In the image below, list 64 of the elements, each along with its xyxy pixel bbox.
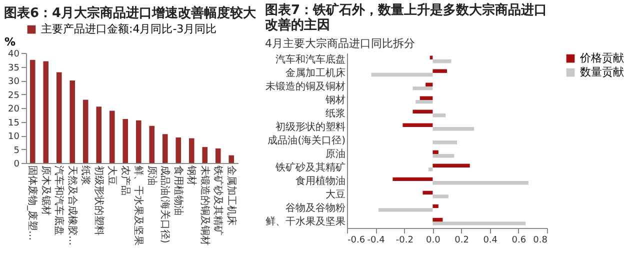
x-tick-label: 0.8 [533, 236, 548, 246]
x-tick-label: -0.6 [348, 236, 366, 246]
chart-subtitle: 4月主要大宗商品进口同比拆分 [265, 37, 415, 50]
x-tick-label: 鲜、干水果及坚果 [132, 166, 145, 246]
y-tick-label: 金属加工机床 [286, 66, 346, 79]
y-tick-label: 钢材 [324, 94, 346, 106]
legend-label: 主要产品进口金额:4月同比-3月同比 [41, 22, 217, 36]
x-tick-label: 原木及锯材 [40, 166, 52, 216]
y-tick-label: 初级形状的塑料 [276, 120, 346, 133]
x-tick-label: -0.4 [367, 236, 386, 246]
bar [96, 106, 102, 163]
x-tick-label: 固体废物_废塑… [26, 166, 39, 240]
bar [43, 61, 49, 163]
legend-label: 数量贡献 [580, 66, 624, 78]
y-tick-label: 5 [14, 146, 20, 156]
y-tick-label: 35 [8, 63, 20, 74]
bar [202, 147, 208, 163]
bar [228, 155, 234, 163]
bar [109, 110, 115, 163]
bar [188, 138, 194, 163]
chart-title: 图表6：4月大宗商品进口增速改善幅度较大 [4, 5, 258, 21]
x-tick-label: 食用植物油 [172, 166, 184, 216]
y-tick-label: 纸浆 [326, 107, 346, 120]
x-tick-label: 钢材 [186, 164, 198, 186]
bar [122, 119, 128, 163]
x-tick-label: 纸浆 [80, 166, 92, 186]
y-tick-label: 未锻造的铜及铜材 [266, 80, 346, 92]
x-tick-label: 原油 [146, 166, 158, 186]
y-tick-label: 0 [14, 160, 20, 170]
bar [82, 100, 88, 163]
x-tick-label: 未锻造的铜及铜材 [198, 166, 211, 246]
bar [162, 134, 168, 163]
x-tick-label: 天然及合成橡胶… [66, 166, 78, 246]
y-tick-label: 汽车和汽车底盘 [276, 53, 346, 66]
y-tick-label: 谷物及谷物粉 [286, 202, 346, 214]
y-axis-title: % [4, 36, 16, 48]
y-tick-label: 40 [8, 50, 20, 60]
y-tick-label: 10 [8, 132, 20, 142]
y-tick-label: 25 [8, 90, 20, 101]
x-tick-label: -0.2 [396, 236, 414, 246]
y-tick-label: 20 [8, 104, 20, 114]
y-tick-label: 原油 [326, 148, 346, 160]
y-tick-label: 30 [8, 77, 20, 87]
bar [176, 137, 182, 163]
x-tick-label: 初级形状的塑料 [92, 166, 105, 236]
y-tick-label: 15 [8, 118, 20, 128]
x-tick-label: 成品油(海关口径) [159, 166, 172, 244]
x-tick-label: 农产品 [119, 166, 132, 196]
chart-title: 图表7：铁矿石外，数量上升是多数大宗商品进口改善的主因 [265, 2, 548, 33]
bar [149, 126, 155, 163]
bar [215, 148, 221, 163]
bar [136, 120, 142, 163]
bar [30, 60, 36, 163]
y-tick-label: 成品油(海关口径) [268, 134, 346, 146]
x-tick-label: 金属加工机床 [225, 166, 238, 226]
legend-label: 价格贡献 [579, 52, 624, 64]
bar [56, 72, 62, 163]
x-tick-label: 0.0 [426, 236, 441, 246]
bar [70, 80, 76, 163]
x-tick-label: 0.2 [454, 236, 469, 246]
x-tick-label: 铁矿砂及其精矿 [212, 164, 224, 236]
x-tick-label: 大豆 [106, 166, 118, 186]
x-tick-label: 0.6 [512, 236, 526, 246]
x-tick-label: 0.4 [483, 236, 498, 246]
